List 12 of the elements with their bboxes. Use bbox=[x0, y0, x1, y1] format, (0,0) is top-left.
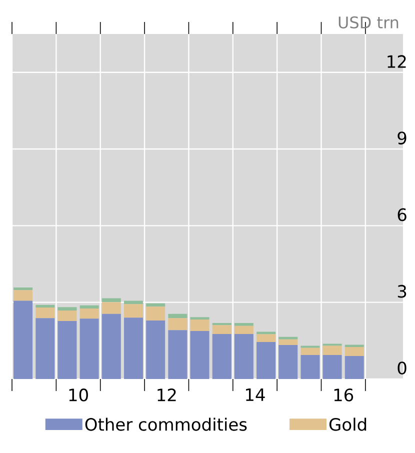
y-axis-title: USD trn bbox=[338, 16, 398, 28]
x-tick-label: 10 bbox=[69, 388, 88, 402]
x-tick-label: 12 bbox=[158, 388, 176, 402]
legend-label: Other commodities bbox=[85, 418, 247, 431]
y-tick-label: 6 bbox=[398, 208, 406, 222]
x-tick-label: 16 bbox=[334, 388, 354, 402]
y-tick-label: 9 bbox=[398, 132, 406, 144]
x-tick-label: 14 bbox=[246, 388, 265, 401]
y-tick-label: 0 bbox=[398, 362, 406, 374]
legend-label: Gold bbox=[329, 418, 366, 431]
y-tick-label: 12 bbox=[388, 55, 406, 68]
y-tick-label: 3 bbox=[398, 284, 406, 298]
